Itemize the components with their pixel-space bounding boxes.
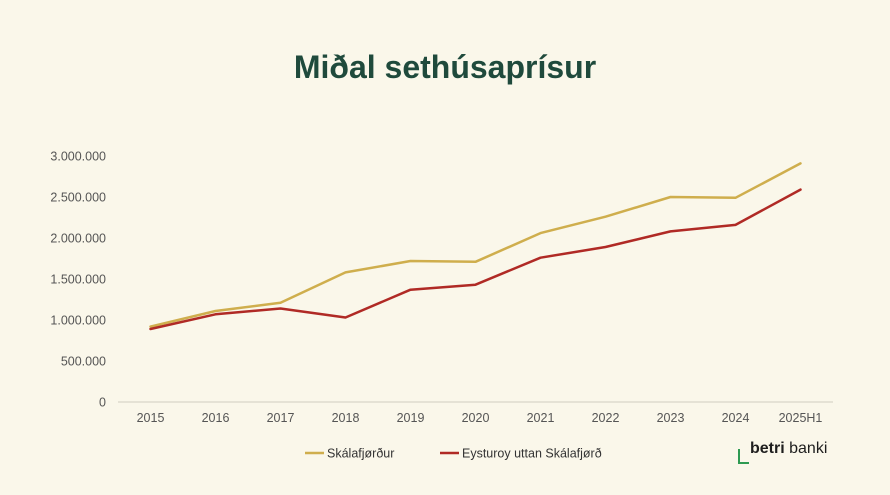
- x-tick-label: 2020: [462, 411, 490, 425]
- y-tick-label: 1.000.000: [50, 314, 106, 328]
- x-tick-label: 2015: [137, 411, 165, 425]
- chart-title: Miðal sethúsaprísur: [294, 49, 596, 85]
- y-tick-label: 3.000.000: [50, 150, 106, 164]
- chart-series: [149, 162, 802, 331]
- y-tick-label: 1.500.000: [50, 273, 106, 287]
- legend-label: Skálafjørður: [327, 447, 394, 461]
- y-tick-label: 2.000.000: [50, 232, 106, 246]
- x-tick-label: 2023: [657, 411, 685, 425]
- logo-text: betri banki: [750, 440, 827, 458]
- x-tick-label: 2017: [267, 411, 295, 425]
- y-tick-label: 500.000: [61, 355, 106, 369]
- x-tick-label: 2019: [397, 411, 425, 425]
- series-line-2: [149, 188, 802, 331]
- x-tick-label: 2025H1: [779, 411, 823, 425]
- logo-text-bold: betri: [750, 440, 785, 457]
- y-tick-label: 2.500.000: [50, 191, 106, 205]
- y-tick-label: 0: [99, 396, 106, 410]
- x-tick-label: 2021: [527, 411, 555, 425]
- logo-text-regular: banki: [789, 440, 828, 457]
- logo-bracket-icon: [738, 449, 749, 464]
- chart-axes: 0 500.000 1.000.000 1.500.000 2.000.000 2.500…: [50, 150, 833, 425]
- x-tick-label: 2016: [202, 411, 230, 425]
- x-tick-label: 2024: [722, 411, 750, 425]
- series-line-1: [149, 162, 802, 328]
- x-tick-label: 2018: [332, 411, 360, 425]
- legend-label: Eysturoy uttan Skálafjørð: [462, 447, 602, 461]
- x-tick-label: 2022: [592, 411, 620, 425]
- chart-legend: Skálafjørður Eysturoy uttan Skálafjørð: [305, 447, 602, 461]
